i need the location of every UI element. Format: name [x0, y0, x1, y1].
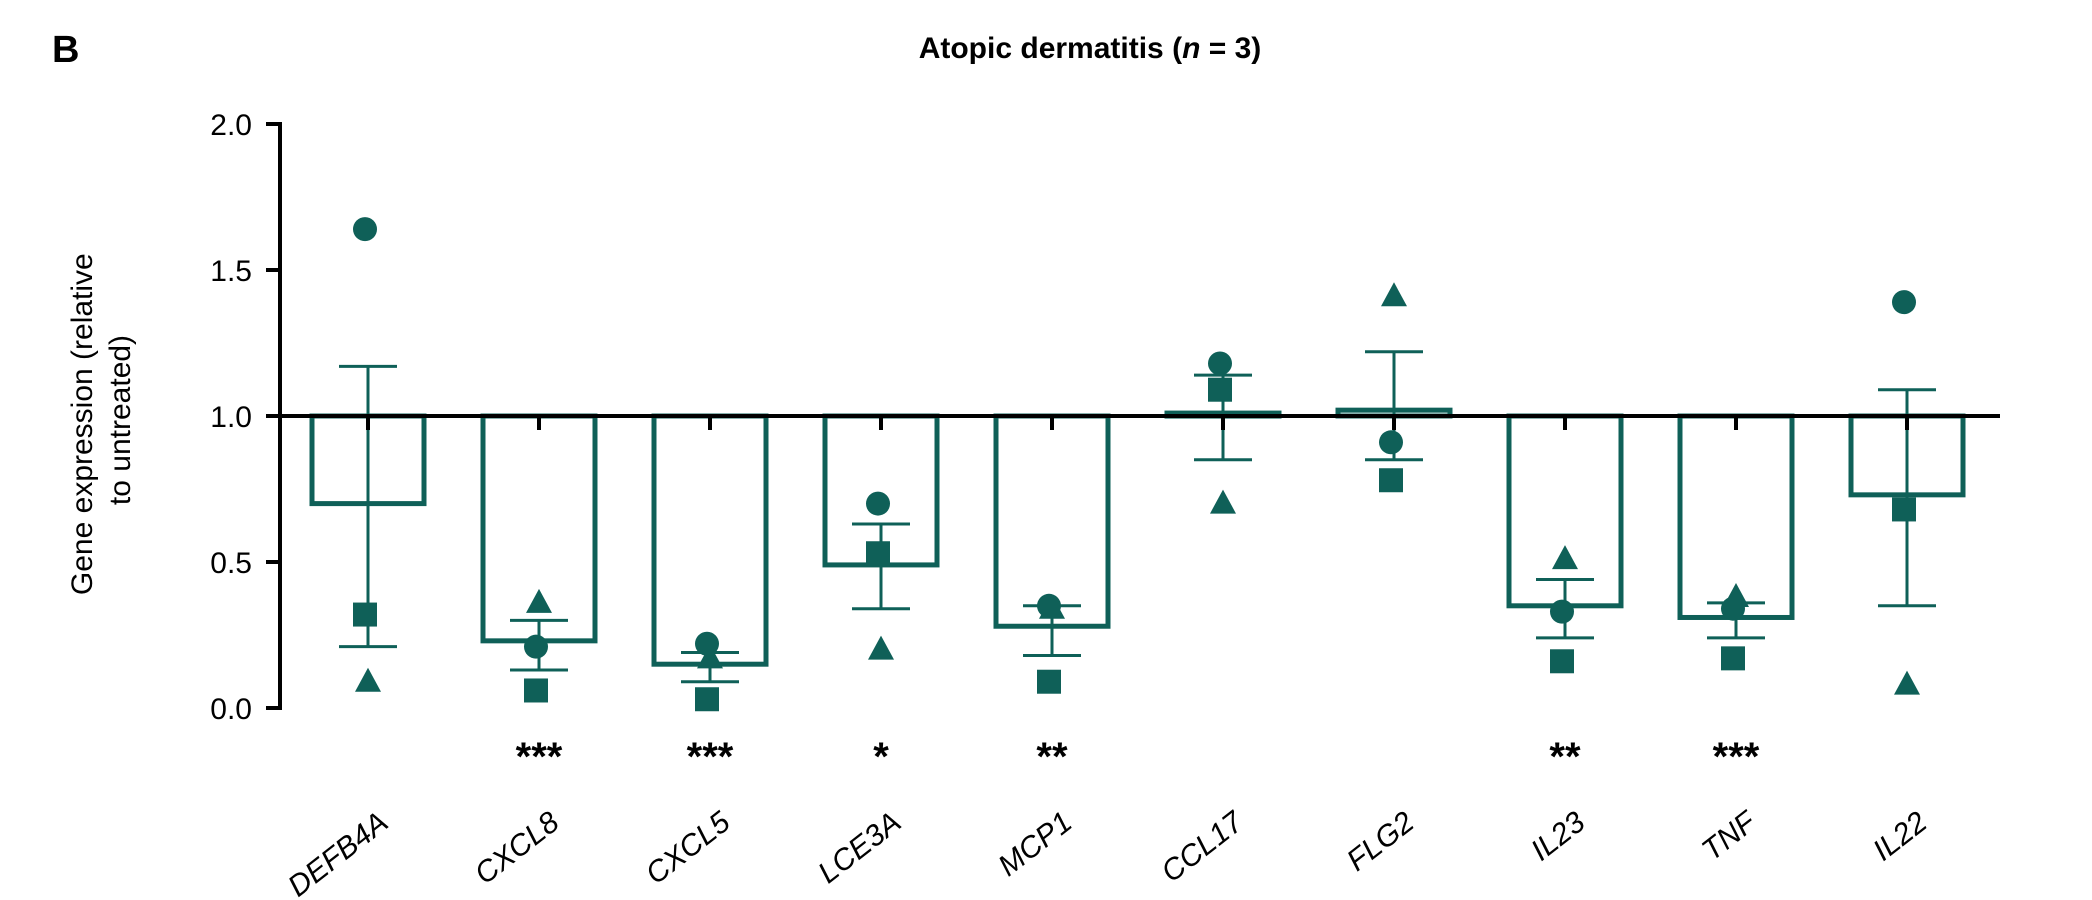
point-circle — [695, 631, 719, 656]
x-category-label: DEFB4A — [282, 806, 394, 900]
point-circle — [1208, 351, 1232, 376]
y-tick-label: 1.0 — [210, 401, 252, 434]
point-circle — [866, 491, 890, 516]
x-category-label: IL22 — [1867, 805, 1934, 867]
y-tick-label: 1.5 — [210, 255, 252, 288]
x-axis-labels: DEFB4A CXCL8 CXCL5 LCE3A MCP1 CCL17 FLG2 IL23 TN… — [282, 804, 1934, 900]
y-tick-label: 2.0 — [210, 109, 252, 142]
point-square — [1208, 377, 1232, 402]
bars — [309, 407, 1966, 667]
baseline — [280, 414, 2000, 430]
significance-label: *** — [516, 735, 563, 779]
chart-title: Atopic dermatitis (n = 3) — [919, 32, 1262, 65]
point-square — [353, 602, 377, 627]
point-square — [524, 678, 548, 703]
x-category-label: CCL17 — [1155, 805, 1250, 889]
x-category-label: CXCL8 — [469, 805, 566, 891]
x-category-label: LCE3A — [812, 806, 907, 891]
x-category-label: TNF — [1696, 804, 1764, 867]
significance-label: *** — [687, 735, 734, 779]
point-triangle — [1381, 282, 1407, 307]
point-circle — [524, 634, 548, 659]
point-square — [866, 541, 890, 566]
error-bars — [339, 350, 1936, 684]
point-square — [1721, 646, 1745, 671]
point-square — [1892, 497, 1916, 522]
point-circle — [1892, 290, 1916, 315]
y-axis: 0.0 0.5 1.0 1.5 2.0 — [210, 109, 282, 726]
data-points — [353, 217, 1920, 712]
panel-label: B — [52, 29, 79, 71]
x-category-label: CXCL5 — [640, 805, 737, 891]
point-triangle — [355, 667, 381, 692]
point-circle — [1379, 430, 1403, 455]
significance-markers: *** *** * ** ** *** — [516, 735, 1760, 779]
point-square — [695, 687, 719, 712]
significance-label: *** — [1713, 735, 1760, 779]
point-circle — [1550, 599, 1574, 624]
point-square — [1037, 669, 1061, 694]
y-tick-label: 0.5 — [210, 547, 252, 580]
significance-label: ** — [1036, 735, 1068, 779]
x-category-label: MCP1 — [992, 806, 1078, 883]
point-circle — [353, 217, 377, 242]
significance-label: * — [873, 735, 889, 779]
point-triangle — [1210, 489, 1236, 514]
significance-label: ** — [1549, 735, 1581, 779]
point-square — [1379, 468, 1403, 493]
point-triangle — [868, 635, 894, 660]
point-triangle — [526, 588, 552, 613]
bar — [1506, 413, 1624, 609]
bar — [651, 413, 769, 667]
point-square — [1550, 649, 1574, 674]
y-axis-label: Gene expression (relative to untreated) — [66, 245, 137, 595]
y-tick-label: 0.0 — [210, 693, 252, 726]
point-triangle — [697, 644, 723, 669]
point-triangle — [1894, 670, 1920, 695]
x-category-label: IL23 — [1525, 805, 1592, 867]
point-triangle — [1039, 594, 1065, 619]
x-category-label: FLG2 — [1341, 805, 1421, 877]
point-triangle — [1552, 545, 1578, 570]
point-triangle — [1723, 583, 1749, 608]
